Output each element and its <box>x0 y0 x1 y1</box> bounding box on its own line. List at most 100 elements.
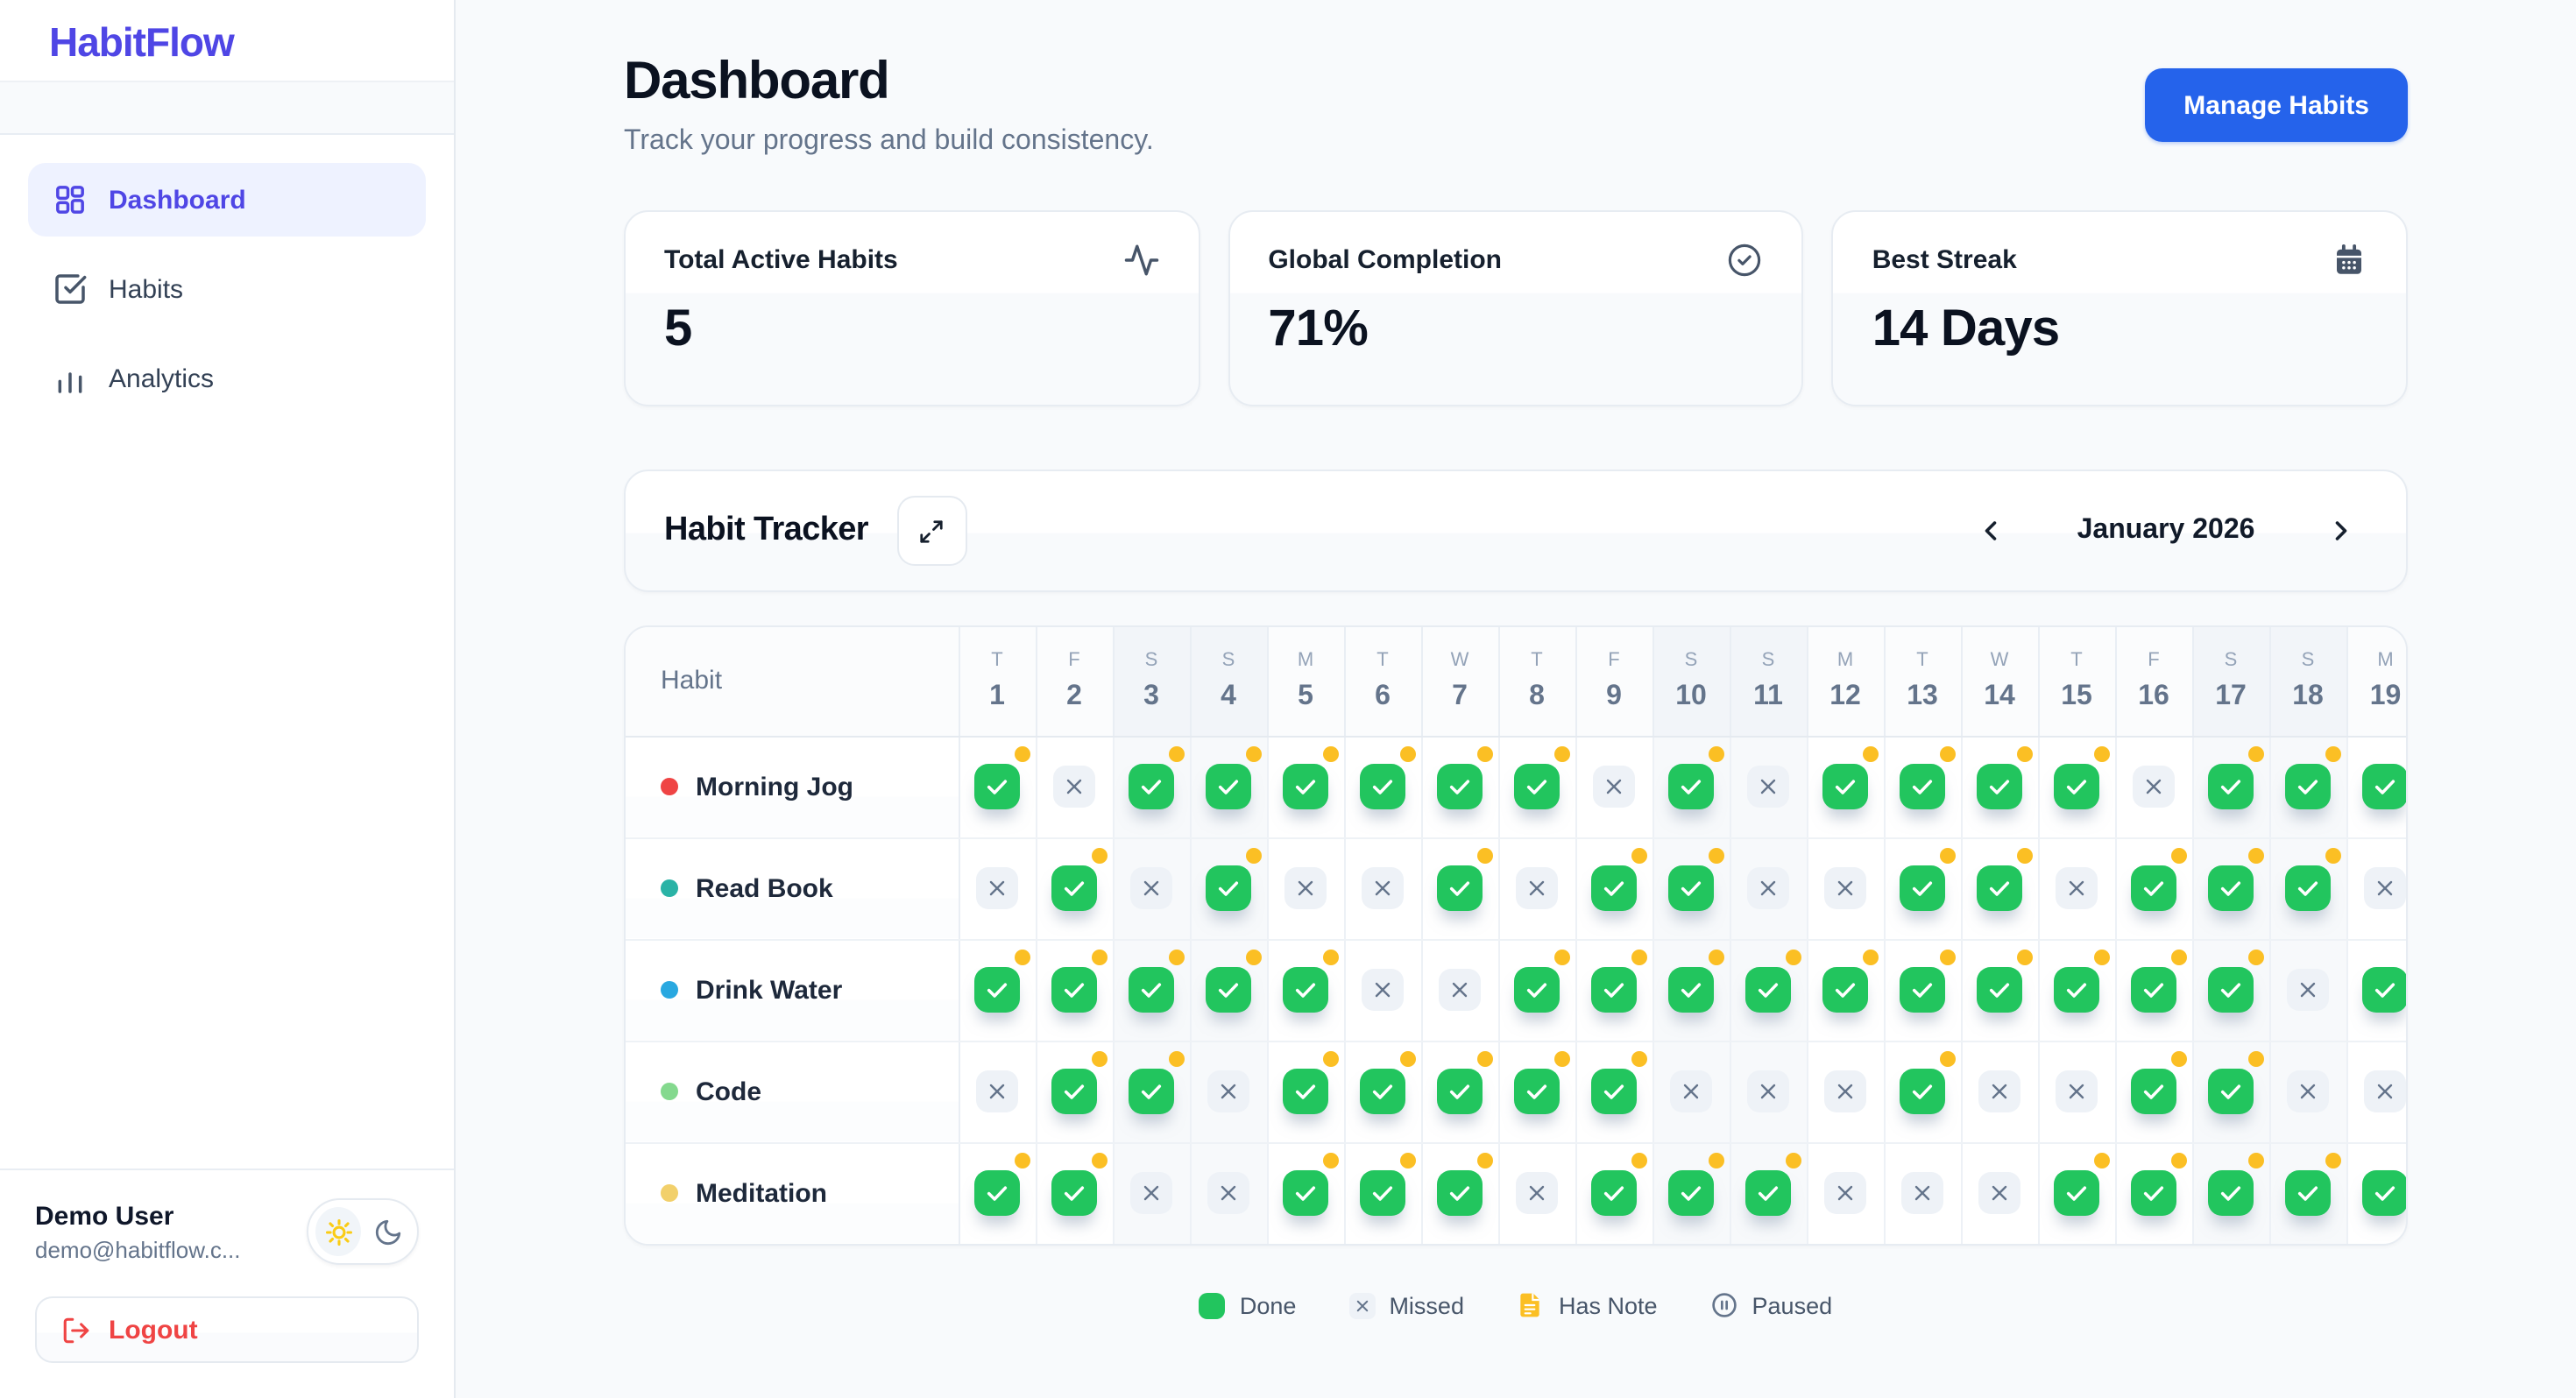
tracker-cell-day-1[interactable] <box>958 939 1036 1041</box>
tracker-cell-day-3[interactable] <box>1112 939 1190 1041</box>
tracker-cell-day-18[interactable] <box>2268 1142 2346 1244</box>
tracker-cell-day-4[interactable] <box>1189 837 1267 940</box>
tracker-cell-day-10[interactable] <box>1652 939 1730 1041</box>
tracker-cell-day-19[interactable] <box>2346 1142 2406 1244</box>
tracker-cell-day-13[interactable] <box>1883 1142 1961 1244</box>
tracker-cell-day-6[interactable] <box>1343 736 1421 838</box>
tracker-cell-day-2[interactable] <box>1035 837 1113 940</box>
tracker-cell-day-7[interactable] <box>1420 837 1498 940</box>
tracker-cell-day-12[interactable] <box>1806 736 1884 838</box>
sidebar-item-dashboard[interactable]: Dashboard <box>28 163 426 237</box>
previous-month-button[interactable] <box>1964 505 2017 557</box>
tracker-cell-day-1[interactable] <box>958 837 1036 940</box>
tracker-cell-day-1[interactable] <box>958 1142 1036 1244</box>
tracker-cell-day-5[interactable] <box>1266 837 1344 940</box>
tracker-cell-day-7[interactable] <box>1420 1041 1498 1143</box>
tracker-cell-day-5[interactable] <box>1266 1041 1344 1143</box>
tracker-cell-day-18[interactable] <box>2268 939 2346 1041</box>
tracker-cell-day-10[interactable] <box>1652 1041 1730 1143</box>
manage-habits-button[interactable]: Manage Habits <box>2145 68 2408 142</box>
tracker-cell-day-4[interactable] <box>1189 1142 1267 1244</box>
tracker-cell-day-16[interactable] <box>2114 1142 2192 1244</box>
tracker-cell-day-16[interactable] <box>2114 837 2192 940</box>
tracker-cell-day-12[interactable] <box>1806 1142 1884 1244</box>
tracker-cell-day-2[interactable] <box>1035 1142 1113 1244</box>
tracker-cell-day-6[interactable] <box>1343 837 1421 940</box>
tracker-cell-day-8[interactable] <box>1497 1142 1575 1244</box>
tracker-cell-day-15[interactable] <box>2037 1142 2115 1244</box>
tracker-cell-day-6[interactable] <box>1343 1041 1421 1143</box>
tracker-cell-day-17[interactable] <box>2191 837 2269 940</box>
tracker-cell-day-15[interactable] <box>2037 939 2115 1041</box>
expand-button[interactable] <box>896 496 966 566</box>
tracker-cell-day-12[interactable] <box>1806 1041 1884 1143</box>
theme-light-button[interactable] <box>315 1207 361 1256</box>
tracker-cell-day-14[interactable] <box>1960 736 2038 838</box>
tracker-cell-day-5[interactable] <box>1266 1142 1344 1244</box>
tracker-cell-day-19[interactable] <box>2346 837 2406 940</box>
tracker-cell-day-11[interactable] <box>1729 837 1807 940</box>
tracker-cell-day-14[interactable] <box>1960 837 2038 940</box>
tracker-cell-day-4[interactable] <box>1189 939 1267 1041</box>
tracker-cell-day-11[interactable] <box>1729 736 1807 838</box>
tracker-cell-day-13[interactable] <box>1883 1041 1961 1143</box>
theme-dark-button[interactable] <box>364 1207 410 1256</box>
tracker-cell-day-15[interactable] <box>2037 1041 2115 1143</box>
tracker-cell-day-16[interactable] <box>2114 736 2192 838</box>
tracker-cell-day-16[interactable] <box>2114 1041 2192 1143</box>
tracker-cell-day-1[interactable] <box>958 736 1036 838</box>
tracker-cell-day-9[interactable] <box>1575 736 1652 838</box>
tracker-cell-day-4[interactable] <box>1189 1041 1267 1143</box>
tracker-cell-day-17[interactable] <box>2191 736 2269 838</box>
tracker-cell-day-19[interactable] <box>2346 1041 2406 1143</box>
tracker-cell-day-7[interactable] <box>1420 736 1498 838</box>
tracker-cell-day-11[interactable] <box>1729 1041 1807 1143</box>
tracker-cell-day-3[interactable] <box>1112 1041 1190 1143</box>
tracker-cell-day-8[interactable] <box>1497 1041 1575 1143</box>
tracker-cell-day-17[interactable] <box>2191 939 2269 1041</box>
tracker-cell-day-5[interactable] <box>1266 736 1344 838</box>
tracker-cell-day-2[interactable] <box>1035 1041 1113 1143</box>
tracker-cell-day-9[interactable] <box>1575 939 1652 1041</box>
tracker-cell-day-13[interactable] <box>1883 736 1961 838</box>
tracker-cell-day-8[interactable] <box>1497 939 1575 1041</box>
next-month-button[interactable] <box>2315 505 2367 557</box>
tracker-cell-day-10[interactable] <box>1652 1142 1730 1244</box>
tracker-cell-day-11[interactable] <box>1729 1142 1807 1244</box>
tracker-cell-day-15[interactable] <box>2037 736 2115 838</box>
logout-button[interactable]: Logout <box>35 1296 419 1363</box>
tracker-cell-day-8[interactable] <box>1497 837 1575 940</box>
tracker-cell-day-2[interactable] <box>1035 939 1113 1041</box>
tracker-cell-day-6[interactable] <box>1343 1142 1421 1244</box>
sidebar-item-habits[interactable]: Habits <box>28 252 426 326</box>
sidebar-item-analytics[interactable]: Analytics <box>28 342 426 415</box>
tracker-cell-day-12[interactable] <box>1806 837 1884 940</box>
tracker-cell-day-6[interactable] <box>1343 939 1421 1041</box>
tracker-cell-day-16[interactable] <box>2114 939 2192 1041</box>
tracker-cell-day-10[interactable] <box>1652 736 1730 838</box>
tracker-cell-day-17[interactable] <box>2191 1142 2269 1244</box>
tracker-cell-day-15[interactable] <box>2037 837 2115 940</box>
tracker-cell-day-8[interactable] <box>1497 736 1575 838</box>
tracker-cell-day-18[interactable] <box>2268 1041 2346 1143</box>
tracker-cell-day-9[interactable] <box>1575 1142 1652 1244</box>
tracker-cell-day-14[interactable] <box>1960 939 2038 1041</box>
tracker-cell-day-5[interactable] <box>1266 939 1344 1041</box>
tracker-cell-day-4[interactable] <box>1189 736 1267 838</box>
tracker-cell-day-12[interactable] <box>1806 939 1884 1041</box>
tracker-cell-day-19[interactable] <box>2346 939 2406 1041</box>
tracker-cell-day-1[interactable] <box>958 1041 1036 1143</box>
tracker-cell-day-19[interactable] <box>2346 736 2406 838</box>
tracker-cell-day-11[interactable] <box>1729 939 1807 1041</box>
tracker-cell-day-7[interactable] <box>1420 939 1498 1041</box>
tracker-cell-day-17[interactable] <box>2191 1041 2269 1143</box>
tracker-cell-day-13[interactable] <box>1883 939 1961 1041</box>
tracker-cell-day-9[interactable] <box>1575 837 1652 940</box>
tracker-cell-day-7[interactable] <box>1420 1142 1498 1244</box>
tracker-cell-day-2[interactable] <box>1035 736 1113 838</box>
tracker-cell-day-9[interactable] <box>1575 1041 1652 1143</box>
tracker-cell-day-10[interactable] <box>1652 837 1730 940</box>
tracker-cell-day-18[interactable] <box>2268 837 2346 940</box>
tracker-cell-day-18[interactable] <box>2268 736 2346 838</box>
tracker-cell-day-3[interactable] <box>1112 837 1190 940</box>
